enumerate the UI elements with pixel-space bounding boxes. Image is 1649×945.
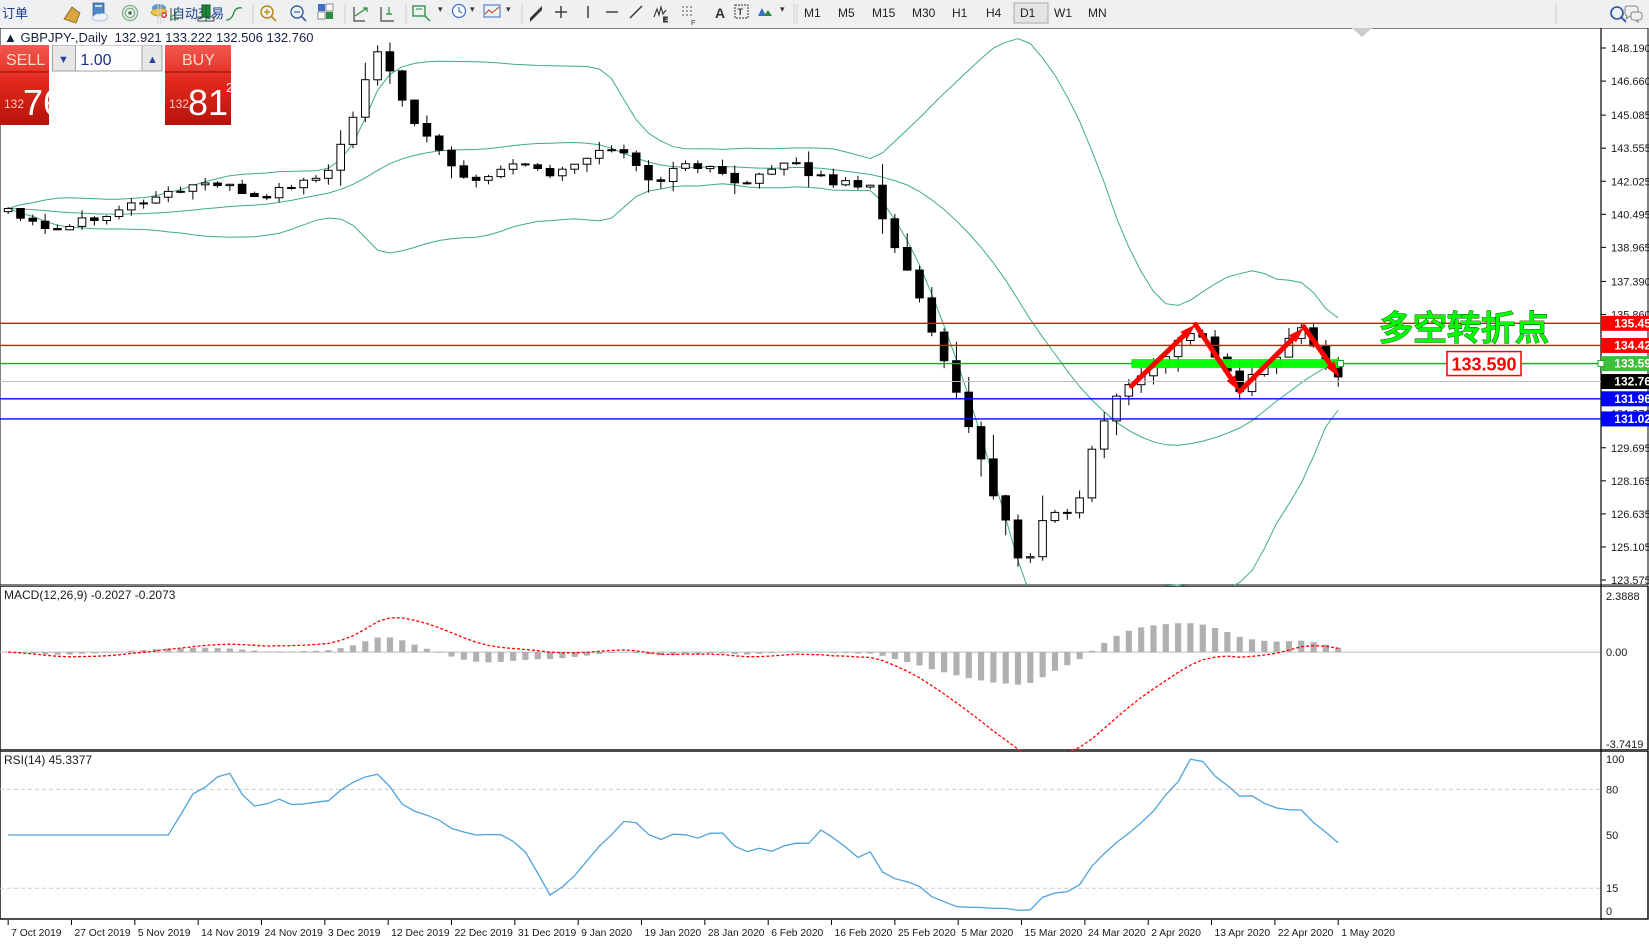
svg-text:134.428: 134.428 (1614, 338, 1649, 352)
svg-text:▾: ▾ (438, 4, 443, 14)
svg-text:M5: M5 (838, 6, 855, 20)
svg-text:E: E (663, 17, 668, 24)
svg-text:142.025: 142.025 (1611, 176, 1649, 188)
svg-text:MACD(12,26,9) -0.2027 -0.2073: MACD(12,26,9) -0.2027 -0.2073 (4, 588, 176, 602)
svg-text:2 Apr 2020: 2 Apr 2020 (1151, 928, 1201, 939)
svg-text:2.3888: 2.3888 (1606, 591, 1640, 603)
svg-text:1 May 2020: 1 May 2020 (1341, 928, 1395, 939)
svg-text:148.190: 148.190 (1611, 43, 1649, 55)
svg-text:0: 0 (61, 80, 68, 95)
svg-text:19 Jan 2020: 19 Jan 2020 (645, 928, 702, 939)
svg-text:81: 81 (188, 82, 228, 123)
svg-text:126.635: 126.635 (1611, 509, 1649, 521)
svg-text:131.960: 131.960 (1614, 392, 1649, 406)
svg-text:129.695: 129.695 (1611, 443, 1649, 455)
svg-text:123.575: 123.575 (1611, 575, 1649, 586)
svg-text:W1: W1 (1054, 6, 1072, 20)
svg-text:▾: ▾ (780, 4, 785, 14)
svg-text:9 Jan 2020: 9 Jan 2020 (581, 928, 632, 939)
svg-text:125.105: 125.105 (1611, 542, 1649, 554)
svg-text:132: 132 (4, 97, 24, 111)
svg-text:133.590: 133.590 (1614, 357, 1649, 371)
svg-text:132: 132 (169, 97, 189, 111)
svg-text:50: 50 (1606, 830, 1618, 842)
svg-text:137.390: 137.390 (1611, 276, 1649, 288)
svg-text:-3.7419: -3.7419 (1606, 739, 1643, 751)
svg-text:24 Nov 2019: 24 Nov 2019 (265, 928, 324, 939)
svg-text:143.555: 143.555 (1611, 143, 1649, 155)
svg-text:M1: M1 (804, 6, 821, 20)
svg-text:F: F (691, 20, 695, 27)
svg-text:28 Jan 2020: 28 Jan 2020 (708, 928, 765, 939)
svg-text:131.029: 131.029 (1614, 412, 1649, 426)
svg-text:RSI(14) 45.3377: RSI(14) 45.3377 (4, 753, 92, 767)
svg-text:22 Dec 2019: 22 Dec 2019 (455, 928, 514, 939)
svg-text:15 Mar 2020: 15 Mar 2020 (1025, 928, 1083, 939)
svg-text:BUY: BUY (182, 52, 215, 69)
svg-text:100: 100 (1606, 754, 1624, 766)
svg-text:24 Mar 2020: 24 Mar 2020 (1088, 928, 1146, 939)
svg-text:138.965: 138.965 (1611, 242, 1649, 254)
svg-text:128.165: 128.165 (1611, 476, 1649, 488)
svg-text:2: 2 (226, 80, 231, 95)
svg-text:3 Dec 2019: 3 Dec 2019 (328, 928, 381, 939)
svg-text:25 Feb 2020: 25 Feb 2020 (898, 928, 956, 939)
svg-text:12 Dec 2019: 12 Dec 2019 (391, 928, 450, 939)
svg-text:M30: M30 (912, 6, 936, 20)
svg-text:16 Feb 2020: 16 Feb 2020 (835, 928, 893, 939)
svg-text:135.452: 135.452 (1614, 316, 1649, 330)
svg-text:6 Feb 2020: 6 Feb 2020 (771, 928, 823, 939)
svg-text:22 Apr 2020: 22 Apr 2020 (1278, 928, 1334, 939)
svg-text:H4: H4 (986, 6, 1002, 20)
svg-text:多空转折点: 多空转折点 (1379, 310, 1549, 348)
svg-text:80: 80 (1606, 784, 1618, 796)
svg-text:D1: D1 (1020, 6, 1036, 20)
svg-text:订单: 订单 (2, 6, 28, 21)
svg-text:133.590: 133.590 (1451, 355, 1516, 375)
svg-text:0: 0 (1606, 906, 1612, 918)
svg-text:SELL: SELL (6, 52, 45, 69)
svg-text:31 Dec 2019: 31 Dec 2019 (518, 928, 577, 939)
svg-text:27 Oct 2019: 27 Oct 2019 (74, 928, 130, 939)
svg-text:5 Mar 2020: 5 Mar 2020 (961, 928, 1013, 939)
svg-text:14 Nov 2019: 14 Nov 2019 (201, 928, 260, 939)
svg-text:7 Oct 2019: 7 Oct 2019 (11, 928, 62, 939)
svg-text:132.760: 132.760 (1614, 375, 1649, 389)
svg-text:146.660: 146.660 (1611, 76, 1649, 88)
svg-text:H1: H1 (952, 6, 968, 20)
svg-text:T: T (738, 7, 744, 17)
svg-text:▾: ▾ (506, 4, 511, 14)
svg-text:5 Nov 2019: 5 Nov 2019 (138, 928, 191, 939)
svg-text:M15: M15 (872, 6, 896, 20)
svg-text:▼: ▼ (58, 54, 69, 66)
svg-text:A: A (715, 5, 725, 21)
svg-text:1.00: 1.00 (80, 52, 111, 69)
svg-text:13 Apr 2020: 13 Apr 2020 (1215, 928, 1271, 939)
svg-text:MN: MN (1088, 6, 1107, 20)
svg-text:15: 15 (1606, 883, 1618, 895)
svg-text:0.00: 0.00 (1606, 647, 1627, 659)
svg-text:145.085: 145.085 (1611, 110, 1649, 122)
svg-text:▾: ▾ (470, 4, 475, 14)
svg-text:76: 76 (23, 82, 63, 123)
svg-text:140.495: 140.495 (1611, 209, 1649, 221)
svg-text:▲: ▲ (147, 54, 158, 66)
